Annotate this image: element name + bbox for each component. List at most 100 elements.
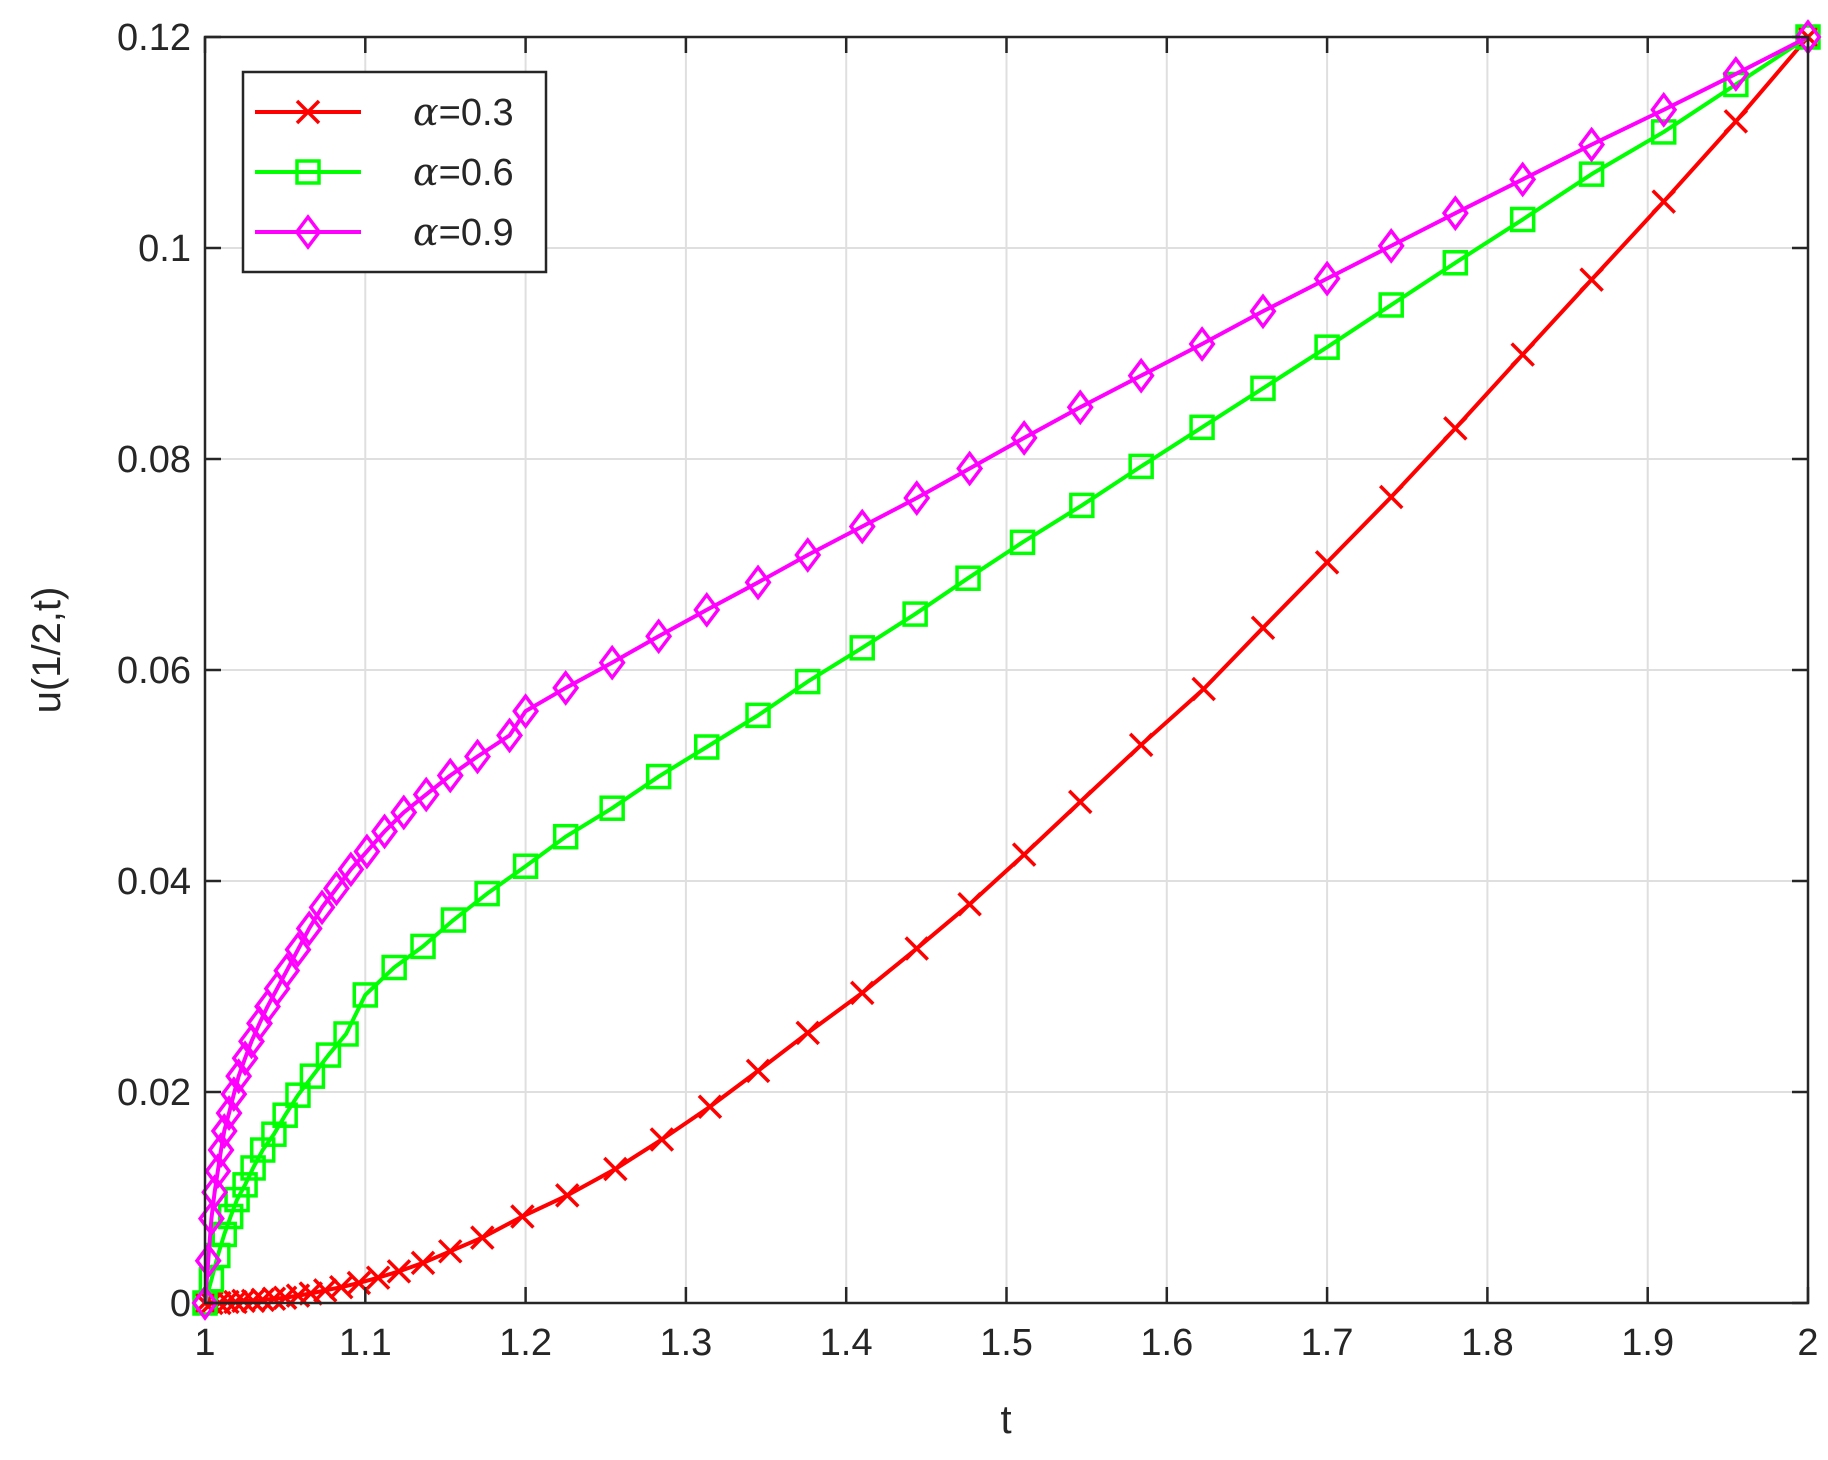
diamond-marker: [1578, 126, 1606, 163]
y-tick-label: 0.12: [117, 17, 191, 59]
square-marker: [410, 933, 436, 960]
diamond-marker: [552, 670, 580, 706]
alpha-symbol: α: [413, 150, 439, 194]
diamond-marker: [1313, 260, 1341, 297]
x-marker: [1651, 189, 1676, 214]
square-marker: [299, 1063, 326, 1089]
x-tick-label: 1.4: [820, 1322, 873, 1364]
y-tick-label: 0.02: [117, 1072, 191, 1114]
diamond-marker: [371, 813, 398, 850]
x-tick-label: 1.6: [1140, 1322, 1193, 1364]
square-marker: [295, 159, 321, 185]
legend-label: α=0.3: [413, 90, 514, 134]
diamond-marker: [956, 450, 984, 487]
x-marker: [697, 1094, 723, 1120]
x-marker: [298, 1281, 324, 1306]
diamond-marker: [204, 1153, 232, 1190]
x-marker: [231, 1288, 256, 1314]
x-tick-label: 1.7: [1301, 1322, 1354, 1364]
diamond-marker: [294, 214, 322, 250]
diamond-marker: [512, 693, 540, 730]
square-marker: [552, 823, 579, 850]
square-marker: [224, 1186, 250, 1213]
diamond-marker: [1188, 326, 1216, 362]
series-group: [191, 19, 1822, 1321]
diamond-marker: [903, 480, 931, 516]
square-marker: [955, 565, 981, 591]
diamond-marker: [744, 564, 772, 601]
alpha-symbol: α: [413, 210, 439, 254]
square-marker: [272, 1102, 298, 1128]
x-marker: [1128, 732, 1154, 758]
y-axis-label: u(1/2,t): [25, 587, 69, 714]
diamond-marker: [464, 738, 491, 775]
diamond-marker: [1441, 195, 1469, 232]
x-marker: [386, 1259, 412, 1284]
diamond-marker: [284, 931, 312, 968]
diamond-marker: [1509, 161, 1537, 198]
x-marker: [510, 1204, 535, 1229]
square-marker: [211, 1221, 237, 1248]
diamond-marker: [353, 833, 381, 870]
series-2: [191, 19, 1822, 1321]
x-tick-label: 1.2: [499, 1322, 552, 1364]
square-marker: [1650, 119, 1677, 145]
x-marker: [295, 99, 321, 125]
x-tick-label: 1.5: [980, 1322, 1033, 1364]
square-marker: [1009, 529, 1036, 556]
x-marker: [1723, 109, 1749, 134]
axes: 1 1.1 1.2 1.3 1.4 1.5 1.6 1.7 1.8 1.9 2 0 0.02 0.04 0.…: [117, 17, 1819, 1364]
diamond-marker: [1722, 56, 1750, 92]
x-marker: [1068, 789, 1093, 815]
x-marker: [410, 1250, 436, 1276]
x-marker: [365, 1265, 391, 1290]
square-marker: [1069, 492, 1095, 519]
x-axis-label: t: [1000, 1398, 1011, 1442]
diamond-marker: [645, 618, 673, 655]
diamond-marker: [337, 851, 365, 888]
x-tick-label: 2: [1797, 1322, 1818, 1364]
square-marker: [794, 668, 821, 695]
x-marker: [795, 1020, 820, 1046]
x-tick-label: 1.1: [339, 1322, 392, 1364]
square-marker: [232, 1172, 258, 1198]
diamond-marker: [1249, 293, 1277, 330]
x-marker: [603, 1156, 628, 1182]
diamond-marker: [295, 910, 323, 947]
square-marker: [1128, 453, 1154, 480]
x-marker: [649, 1127, 675, 1152]
x-tick-label: 1.8: [1461, 1322, 1514, 1364]
x-marker: [438, 1239, 463, 1264]
series-1: [192, 24, 1821, 1316]
square-marker: [599, 795, 625, 821]
legend-value: =0.3: [439, 92, 514, 134]
square-marker: [1578, 161, 1605, 187]
series-line: [203, 35, 1810, 1304]
square-marker: [315, 1042, 342, 1068]
alpha-symbol: α: [413, 90, 439, 134]
x-tick-label: 1.3: [659, 1322, 712, 1364]
square-marker: [1189, 414, 1215, 441]
diamond-marker: [308, 889, 336, 926]
diamond-marker: [273, 952, 301, 989]
y-tick-label: 0.08: [117, 439, 191, 481]
square-marker: [693, 734, 720, 760]
diamond-marker: [1650, 91, 1678, 128]
diamond-marker: [194, 1242, 222, 1279]
x-marker: [1443, 416, 1468, 441]
square-marker: [440, 907, 467, 933]
x-marker: [904, 936, 929, 961]
square-marker: [381, 954, 407, 981]
diamond-marker: [191, 1285, 219, 1321]
x-marker: [957, 891, 982, 917]
x-marker: [1191, 676, 1216, 702]
x-marker: [1378, 484, 1404, 510]
legend-label: α=0.9: [413, 210, 514, 254]
diamond-marker: [323, 870, 350, 907]
square-marker: [645, 763, 672, 790]
x-marker: [1510, 342, 1535, 367]
diamond-marker: [201, 1174, 229, 1211]
diamond-marker: [1010, 419, 1038, 456]
